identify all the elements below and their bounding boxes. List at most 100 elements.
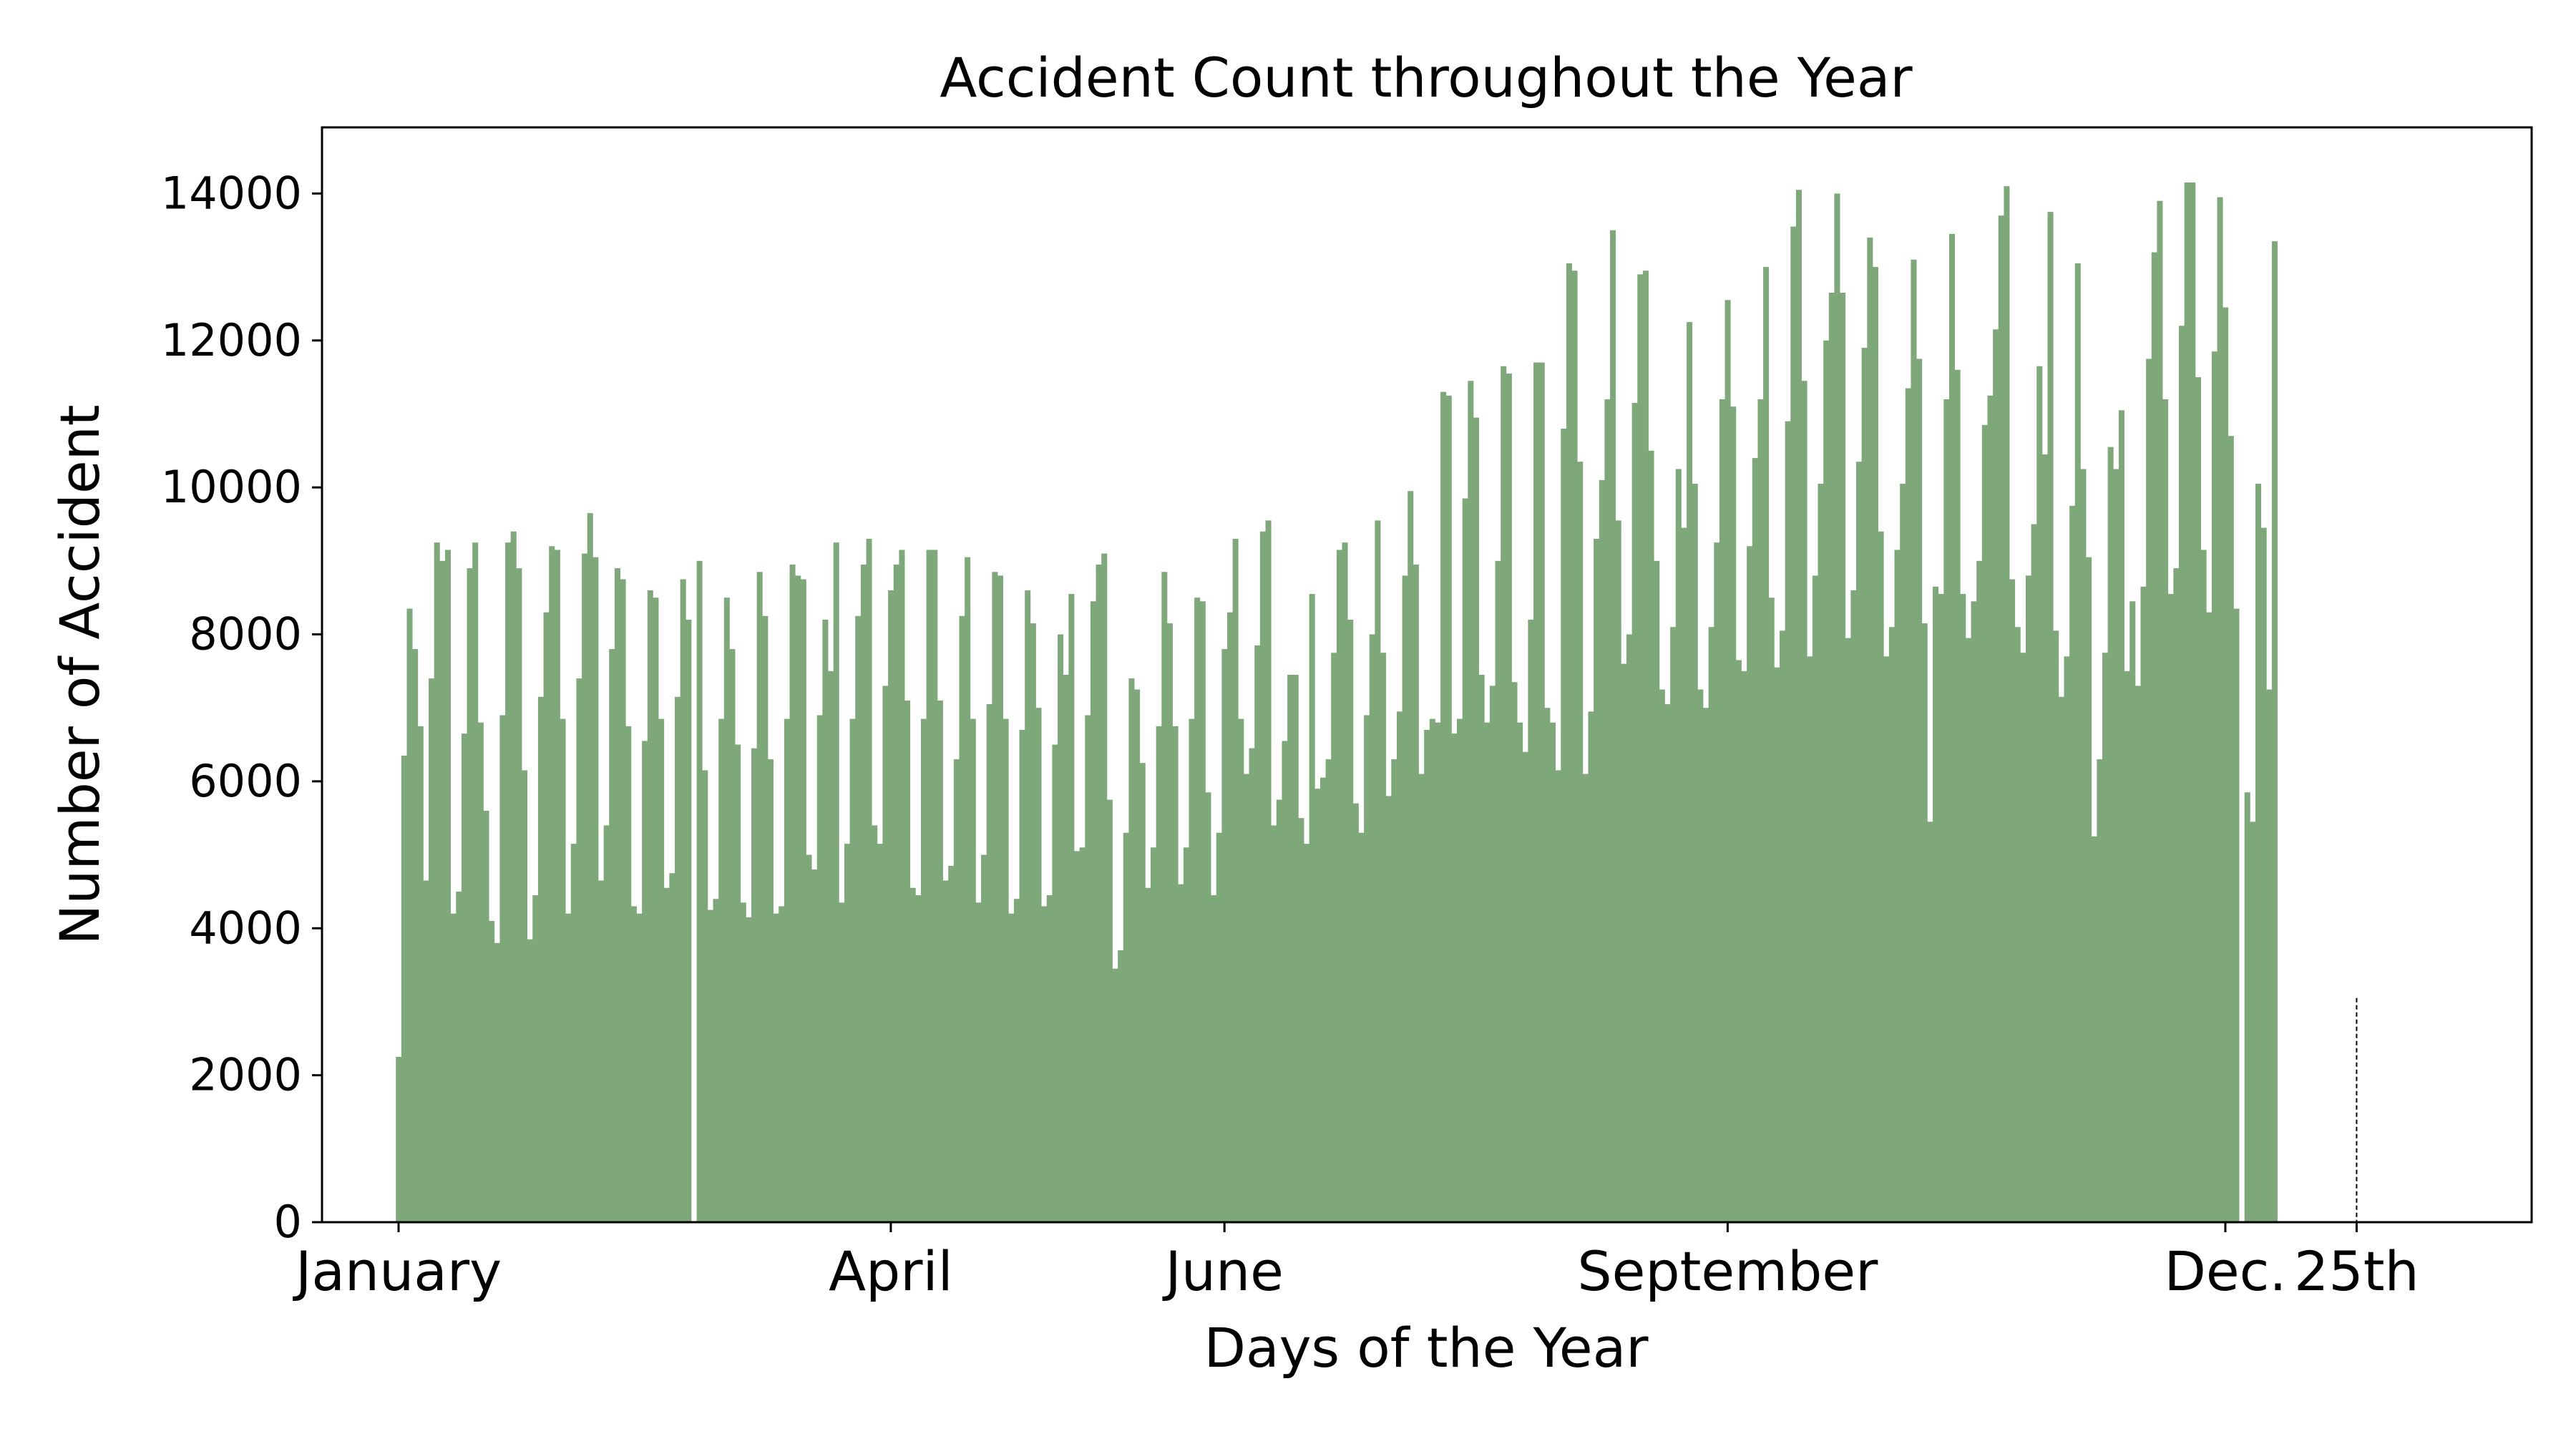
bar-day-323	[2157, 200, 2163, 1223]
bar-day-261	[1818, 484, 1824, 1222]
bar-day-27	[537, 696, 544, 1222]
bar-day-33	[570, 844, 577, 1222]
plot-frame	[321, 126, 2533, 1224]
y-tick-label: 12000	[161, 314, 302, 366]
bar-day-74	[795, 575, 801, 1222]
bar-day-156	[1243, 774, 1249, 1222]
bar-day-68	[762, 615, 769, 1222]
bar-day-305	[2058, 696, 2064, 1222]
bar-day-94	[904, 700, 911, 1222]
y-tick-label: 2000	[189, 1049, 302, 1101]
bar-day-289	[1971, 601, 1977, 1222]
bar-day-281	[1927, 821, 1933, 1222]
bar-day-175	[1347, 619, 1354, 1222]
bar-day-282	[1933, 586, 1939, 1222]
bar-day-163	[1282, 741, 1288, 1222]
bar-day-285	[1948, 233, 1955, 1222]
bar-day-149	[1205, 792, 1211, 1222]
bar-day-234	[1670, 627, 1677, 1222]
bar-day-62	[729, 649, 736, 1222]
bar-day-267	[1850, 590, 1857, 1222]
bar-day-171	[1325, 759, 1332, 1222]
bar-day-9	[439, 560, 446, 1222]
bar-day-329	[2190, 182, 2196, 1222]
bar-day-56	[696, 560, 703, 1222]
bar-day-240	[1703, 708, 1709, 1222]
bar-day-77	[811, 869, 818, 1222]
bar-day-278	[1911, 259, 1917, 1223]
bar-day-280	[1921, 623, 1928, 1222]
bar-day-303	[2047, 212, 2054, 1223]
bar-day-166	[1298, 818, 1304, 1222]
bar-day-49	[658, 718, 665, 1222]
bar-day-129	[1096, 564, 1102, 1222]
bar-day-325	[2167, 594, 2174, 1222]
bar-day-243	[1719, 399, 1725, 1223]
bar-day-168	[1309, 594, 1315, 1222]
bar-day-147	[1194, 598, 1201, 1222]
bar-day-80	[828, 670, 834, 1222]
bar-day-130	[1101, 553, 1108, 1222]
bar-day-101	[942, 880, 949, 1222]
bar-day-11	[450, 913, 457, 1222]
bar-day-151	[1216, 832, 1222, 1222]
bar-day-169	[1314, 789, 1321, 1222]
bar-day-17	[483, 810, 489, 1222]
bar-day-78	[816, 715, 823, 1222]
bar-day-190	[1429, 718, 1435, 1222]
bar-day-184	[1396, 711, 1402, 1222]
bar-day-339	[2244, 792, 2250, 1222]
bar-day-331	[2200, 550, 2207, 1222]
x-tick-label: January	[293, 1239, 502, 1303]
bar-day-212	[1549, 722, 1556, 1222]
bar-day-192	[1440, 391, 1447, 1223]
bar-day-92	[893, 564, 899, 1222]
bar-day-110	[992, 572, 998, 1222]
bar-day-105	[965, 557, 971, 1222]
bar-day-162	[1276, 799, 1282, 1222]
bar-day-144	[1178, 884, 1184, 1222]
bar-day-134	[1123, 832, 1129, 1222]
bar-day-253	[1774, 667, 1780, 1222]
bar-day-299	[2025, 575, 2032, 1222]
bar-day-70	[773, 913, 779, 1222]
bar-day-47	[647, 590, 653, 1222]
bar-day-136	[1134, 689, 1141, 1222]
bar-day-194	[1451, 733, 1458, 1222]
bar-day-60	[718, 718, 725, 1222]
bar-day-203	[1501, 366, 1507, 1223]
bar-day-246	[1735, 660, 1742, 1222]
bar-day-231	[1654, 560, 1660, 1222]
bar-day-335	[2223, 307, 2229, 1223]
bar-day-315	[2113, 469, 2119, 1222]
bar-day-217	[1577, 462, 1584, 1223]
bar-day-287	[1960, 594, 1966, 1222]
bar-day-133	[1118, 950, 1124, 1222]
bars-layer	[396, 182, 2278, 1223]
bar-day-333	[2211, 351, 2218, 1223]
bar-day-87	[866, 539, 872, 1222]
x-axis: January April June September Dec. 25th	[293, 1222, 2419, 1303]
bar-day-322	[2151, 252, 2157, 1222]
bar-day-226	[1626, 634, 1633, 1222]
bar-day-319	[2135, 686, 2141, 1222]
bar-day-247	[1741, 670, 1747, 1222]
bar-day-85	[855, 615, 862, 1222]
bar-day-218	[1582, 774, 1589, 1222]
bar-day-44	[630, 906, 637, 1222]
bar-day-221	[1599, 479, 1605, 1222]
bar-day-271	[1872, 267, 1878, 1223]
bar-day-268	[1856, 462, 1863, 1223]
bar-day-45	[636, 913, 643, 1222]
bar-day-336	[2228, 436, 2234, 1222]
bar-day-172	[1331, 653, 1337, 1222]
bar-day-36	[587, 513, 593, 1222]
bar-day-138	[1145, 887, 1151, 1222]
bar-day-313	[2102, 653, 2109, 1222]
x-axis-label: Days of the Year	[1204, 1316, 1649, 1380]
bar-day-124	[1068, 594, 1075, 1222]
bar-day-314	[2107, 447, 2114, 1223]
bar-day-39	[603, 825, 610, 1222]
